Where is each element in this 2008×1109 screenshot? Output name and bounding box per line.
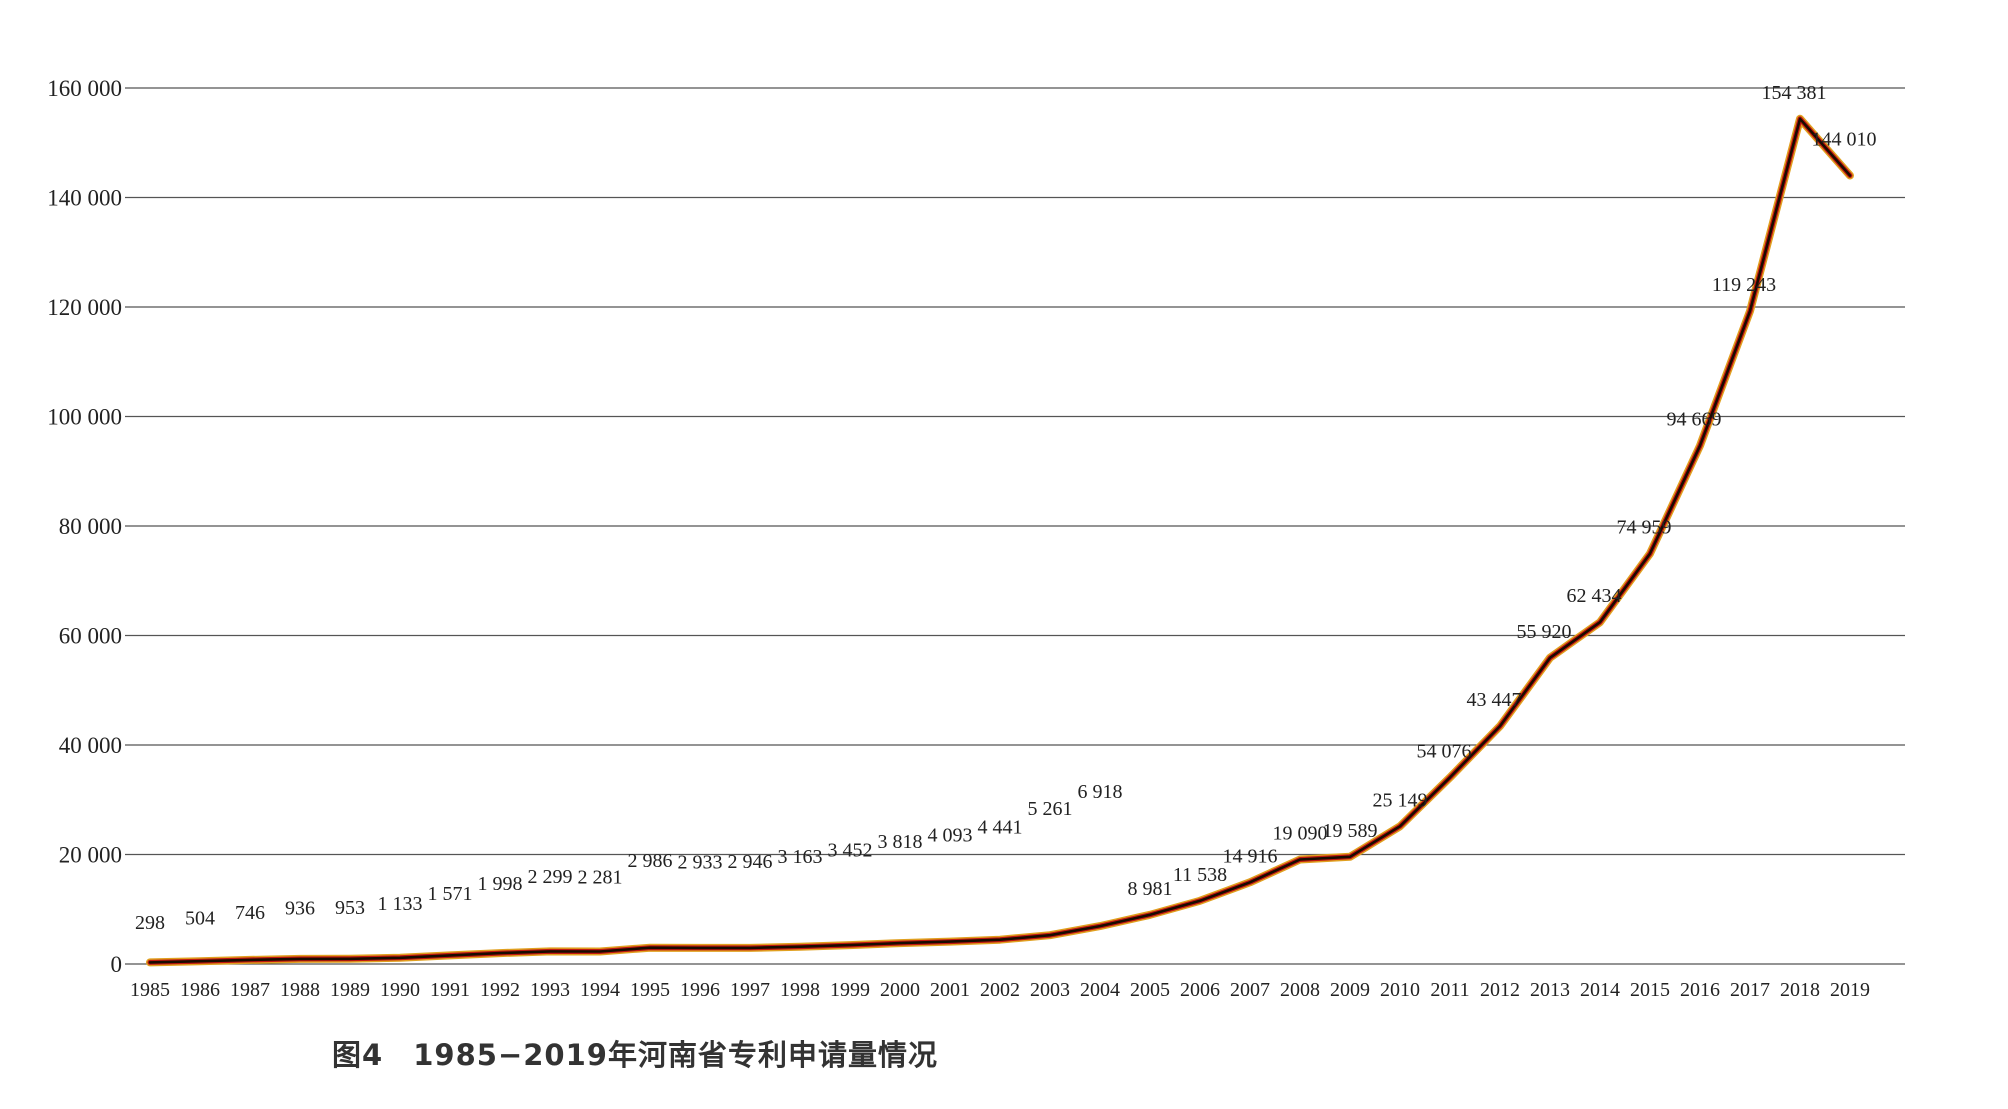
- y-tick-label: 140 000: [47, 186, 122, 211]
- data-label: 25 149: [1373, 789, 1428, 811]
- data-label: 1 133: [378, 893, 423, 915]
- x-tick-label: 2016: [1680, 979, 1720, 1001]
- x-tick-label: 2015: [1630, 979, 1670, 1001]
- data-label: 1 571: [428, 883, 473, 905]
- x-tick-label: 2000: [880, 979, 920, 1001]
- data-label: 6 918: [1078, 781, 1123, 803]
- x-tick-label: 2001: [930, 979, 970, 1001]
- figure-caption: 图4 1985−2019年河南省专利申请量情况: [332, 1038, 938, 1072]
- y-tick-label: 160 000: [47, 76, 122, 101]
- x-tick-label: 2002: [980, 979, 1020, 1001]
- data-label: 19 090: [1273, 822, 1328, 844]
- data-label: 94 669: [1667, 409, 1722, 431]
- data-label: 74 959: [1617, 517, 1672, 539]
- data-label: 54 076: [1417, 740, 1472, 762]
- data-label: 4 093: [928, 825, 973, 847]
- y-tick-label: 120 000: [47, 295, 122, 320]
- x-tick-label: 2019: [1830, 979, 1870, 1001]
- data-label: 2 946: [728, 851, 773, 873]
- x-tick-label: 2011: [1430, 979, 1469, 1001]
- x-tick-label: 2007: [1230, 979, 1270, 1001]
- x-tick-label: 1988: [280, 979, 320, 1001]
- x-tick-label: 1995: [630, 979, 670, 1001]
- x-tick-label: 2013: [1530, 979, 1570, 1001]
- y-axis-ticks: 0 20 000 40 000 60 000 80 000 100 000 120 000 1…: [47, 76, 122, 977]
- data-label: 43 447: [1467, 689, 1522, 711]
- x-tick-label: 1991: [430, 979, 470, 1001]
- x-tick-label: 2018: [1780, 979, 1820, 1001]
- y-tick-label: 20 000: [59, 843, 122, 868]
- y-tick-label: 0: [111, 952, 123, 977]
- x-tick-label: 1990: [380, 979, 420, 1001]
- x-tick-label: 2006: [1180, 979, 1220, 1001]
- x-tick-label: 1993: [530, 979, 570, 1001]
- x-tick-label: 1997: [730, 979, 770, 1001]
- data-label: 19 589: [1323, 820, 1378, 842]
- data-label: 953: [335, 897, 365, 919]
- data-label: 14 916: [1223, 845, 1278, 867]
- data-label: 154 381: [1762, 82, 1827, 104]
- data-label: 3 452: [828, 839, 873, 861]
- data-label: 119 243: [1712, 274, 1776, 296]
- x-tick-label: 1989: [330, 979, 370, 1001]
- x-tick-label: 1992: [480, 979, 520, 1001]
- series-line-group: [146, 114, 1854, 967]
- series-line: [148, 117, 1852, 964]
- data-label: 2 933: [678, 851, 723, 873]
- x-tick-label: 2012: [1480, 979, 1520, 1001]
- x-tick-label: 2017: [1730, 979, 1770, 1001]
- data-label: 2 281: [578, 866, 623, 888]
- y-tick-label: 80 000: [59, 514, 122, 539]
- data-label: 504: [185, 907, 215, 929]
- data-label: 936: [285, 897, 315, 919]
- x-tick-label: 2005: [1130, 979, 1170, 1001]
- line-chart: 0 20 000 40 000 60 000 80 000 100 000 120 000 1…: [47, 76, 1905, 1001]
- grid-lines: [125, 87, 1905, 965]
- x-tick-label: 2010: [1380, 979, 1420, 1001]
- data-label: 8 981: [1128, 878, 1173, 900]
- x-tick-label: 2004: [1080, 979, 1120, 1001]
- x-tick-label: 2008: [1280, 979, 1320, 1001]
- data-label: 2 299: [528, 866, 573, 888]
- y-tick-label: 60 000: [59, 624, 122, 649]
- x-tick-label: 1994: [580, 979, 620, 1001]
- data-label: 746: [235, 902, 265, 924]
- x-tick-label: 2009: [1330, 979, 1370, 1001]
- y-tick-label: 100 000: [47, 405, 122, 430]
- x-tick-label: 2014: [1580, 979, 1620, 1001]
- data-label: 3 163: [778, 846, 823, 868]
- data-label: 11 538: [1173, 864, 1227, 886]
- data-label: 55 920: [1517, 621, 1572, 643]
- data-label: 62 434: [1567, 585, 1622, 607]
- data-label: 2 986: [628, 850, 673, 872]
- data-label: 4 441: [978, 817, 1023, 839]
- y-tick-label: 40 000: [59, 733, 122, 758]
- data-labels: 298 504 746 936 953 1 133 1 571 1 998 2 299 2 281…: [135, 82, 1877, 934]
- x-tick-label: 1996: [680, 979, 720, 1001]
- data-label: 3 818: [878, 831, 923, 853]
- data-label: 1 998: [478, 873, 523, 895]
- x-tick-label: 1986: [180, 979, 220, 1001]
- x-tick-label: 2003: [1030, 979, 1070, 1001]
- x-tick-label: 1999: [830, 979, 870, 1001]
- data-label: 298: [135, 912, 165, 934]
- x-axis-ticks: 1985 1986 1987 1988 1989 1990 1991 1992 1993 1994…: [130, 979, 1870, 1001]
- x-tick-label: 1998: [780, 979, 820, 1001]
- x-tick-label: 1987: [230, 979, 270, 1001]
- data-label: 144 010: [1812, 129, 1877, 151]
- x-tick-label: 1985: [130, 979, 170, 1001]
- data-label: 5 261: [1028, 798, 1073, 820]
